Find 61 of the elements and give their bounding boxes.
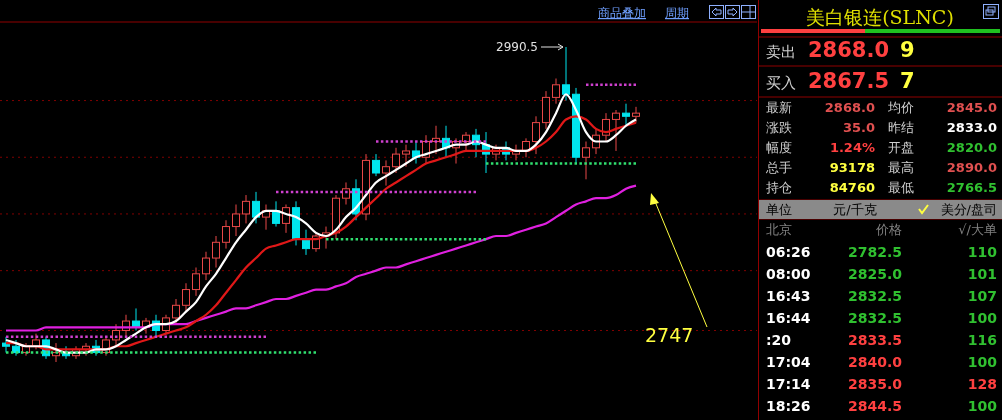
text: 单位: [766, 202, 792, 217]
text: 商品叠加: [598, 6, 646, 20]
text: 2840.0: [847, 354, 903, 370]
text: 17:14: [766, 376, 811, 392]
text: 2845.0: [946, 100, 997, 115]
text: 北京: [766, 222, 792, 237]
text: :20: [766, 332, 792, 348]
text: 2832.5: [847, 288, 902, 304]
text: 美分/盘司: [940, 202, 997, 217]
text: 均价: [887, 100, 914, 115]
text: 116: [967, 332, 997, 348]
text: 2844.5: [847, 398, 902, 414]
text: 9: [900, 38, 915, 62]
text: 2890.0: [946, 160, 997, 175]
text: 2820.0: [946, 140, 997, 155]
text: 卖出: [766, 43, 796, 61]
text: 2832.5: [847, 310, 902, 326]
text: 2833.5: [847, 332, 902, 348]
text: 开盘: [888, 140, 914, 155]
text: 价格: [875, 222, 902, 237]
text: 100: [967, 398, 998, 414]
text: 最新: [766, 100, 792, 115]
text: 1.24%: [829, 140, 875, 155]
text: 美白银连(SLNC): [806, 6, 954, 28]
text: 周期: [665, 6, 689, 20]
text: 2747: [645, 324, 694, 346]
text: 2766.5: [946, 180, 997, 195]
text: 2835.0: [847, 376, 903, 392]
text: 06:26: [766, 244, 811, 260]
text: 最低: [888, 180, 914, 195]
text: 最高: [888, 160, 914, 175]
text: 幅度: [766, 140, 792, 155]
text: 总手: [765, 160, 792, 175]
text: 100: [967, 310, 998, 326]
text: 2868.0: [808, 38, 890, 62]
text: 17:04: [766, 354, 811, 370]
text: 7: [900, 69, 915, 93]
text: 2825.0: [847, 266, 903, 282]
text: 100: [967, 354, 998, 370]
text: 16:43: [766, 288, 811, 304]
text: 元/千克: [833, 202, 877, 217]
text: 2782.5: [847, 244, 902, 260]
text: 101: [967, 266, 997, 282]
annotation: 2990.5: [496, 40, 538, 54]
text: 持仓: [766, 180, 792, 195]
text: 2868.0: [824, 100, 875, 115]
text: √/大单: [958, 222, 997, 237]
text: 35.0: [842, 120, 875, 135]
text: 16:44: [766, 310, 811, 326]
text: 107: [967, 288, 997, 304]
text: 2833.0: [946, 120, 997, 135]
text: 128: [967, 376, 997, 392]
text: 18:26: [766, 398, 811, 414]
text: 84760: [829, 180, 875, 195]
text: 93178: [829, 160, 875, 175]
text: 涨跌: [766, 120, 792, 135]
text: 08:00: [766, 266, 811, 282]
text: 110: [967, 244, 998, 260]
text: 2867.5: [808, 69, 890, 93]
text: 买入: [766, 74, 796, 92]
text: 昨结: [888, 120, 914, 135]
